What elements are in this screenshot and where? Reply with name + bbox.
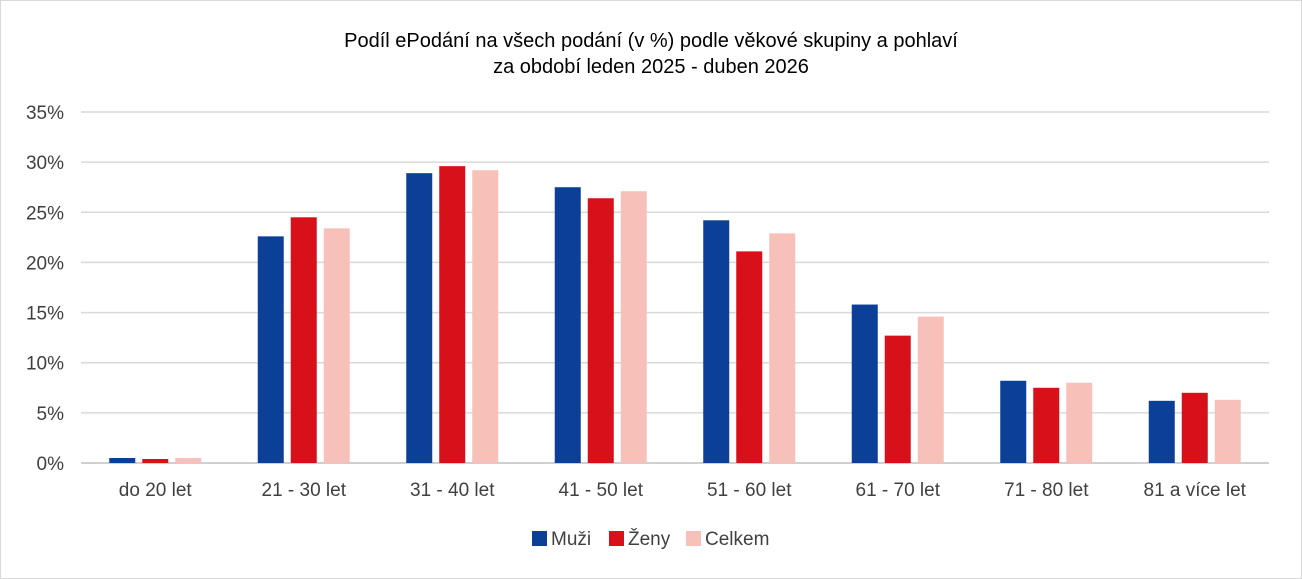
bar-muži bbox=[1000, 380, 1027, 463]
bar-muži bbox=[109, 457, 136, 463]
legend-swatch-celkem bbox=[686, 531, 701, 546]
x-tick-label: 81 a více let bbox=[1144, 480, 1247, 501]
y-axis-ticks: 0% 5% 10% 15% 20% 25% 30% 35% bbox=[26, 103, 64, 475]
bar-muži bbox=[1148, 400, 1175, 463]
legend: Muži Ženy Celkem bbox=[532, 528, 769, 550]
bar-muži bbox=[406, 173, 433, 463]
bars bbox=[109, 166, 1241, 463]
x-tick-label: 41 - 50 let bbox=[559, 480, 644, 501]
bar-celkem bbox=[620, 191, 647, 463]
x-tick-label: 51 - 60 let bbox=[707, 480, 792, 501]
y-tick-label: 5% bbox=[37, 404, 65, 425]
y-tick-label: 30% bbox=[26, 153, 64, 174]
bar-celkem bbox=[1214, 399, 1241, 463]
bar-ženy bbox=[1033, 387, 1060, 463]
bar-celkem bbox=[1066, 382, 1093, 463]
bar-celkem bbox=[917, 316, 944, 463]
bar-muži bbox=[703, 220, 730, 463]
y-tick-label: 15% bbox=[26, 304, 64, 325]
bar-ženy bbox=[736, 251, 763, 463]
bar-celkem bbox=[472, 170, 499, 463]
legend-label: Celkem bbox=[705, 529, 769, 550]
x-tick-label: do 20 let bbox=[119, 480, 193, 501]
legend-swatch-ženy bbox=[609, 531, 624, 546]
bar-ženy bbox=[142, 458, 169, 463]
y-tick-label: 10% bbox=[26, 354, 64, 375]
x-axis-categories: do 20 let 21 - 30 let 31 - 40 let 41 - 50 l… bbox=[119, 480, 1247, 501]
x-tick-label: 31 - 40 let bbox=[410, 480, 495, 501]
bar-muži bbox=[554, 187, 581, 463]
bar-ženy bbox=[439, 166, 466, 463]
legend-label: Muži bbox=[551, 529, 591, 550]
y-tick-label: 0% bbox=[37, 454, 65, 475]
x-tick-label: 71 - 80 let bbox=[1004, 480, 1089, 501]
chart-subtitle: za období leden 2025 - duben 2026 bbox=[493, 56, 809, 78]
y-tick-label: 20% bbox=[26, 253, 64, 274]
chart-title: Podíl ePodání na všech podání (v %) podl… bbox=[344, 30, 958, 52]
bar-ženy bbox=[1181, 392, 1208, 463]
legend-swatch-muži bbox=[532, 531, 547, 546]
legend-label: Ženy bbox=[628, 528, 671, 550]
x-tick-label: 61 - 70 let bbox=[856, 480, 941, 501]
bar-muži bbox=[851, 304, 878, 463]
bar-ženy bbox=[884, 335, 911, 463]
y-tick-label: 35% bbox=[26, 103, 64, 124]
bar-muži bbox=[257, 236, 284, 463]
bar-celkem bbox=[175, 457, 202, 463]
bar-ženy bbox=[587, 198, 614, 463]
bar-celkem bbox=[769, 233, 796, 463]
bar-celkem bbox=[323, 228, 350, 463]
bar-ženy bbox=[290, 217, 317, 463]
y-tick-label: 25% bbox=[26, 203, 64, 224]
x-tick-label: 21 - 30 let bbox=[262, 480, 347, 501]
